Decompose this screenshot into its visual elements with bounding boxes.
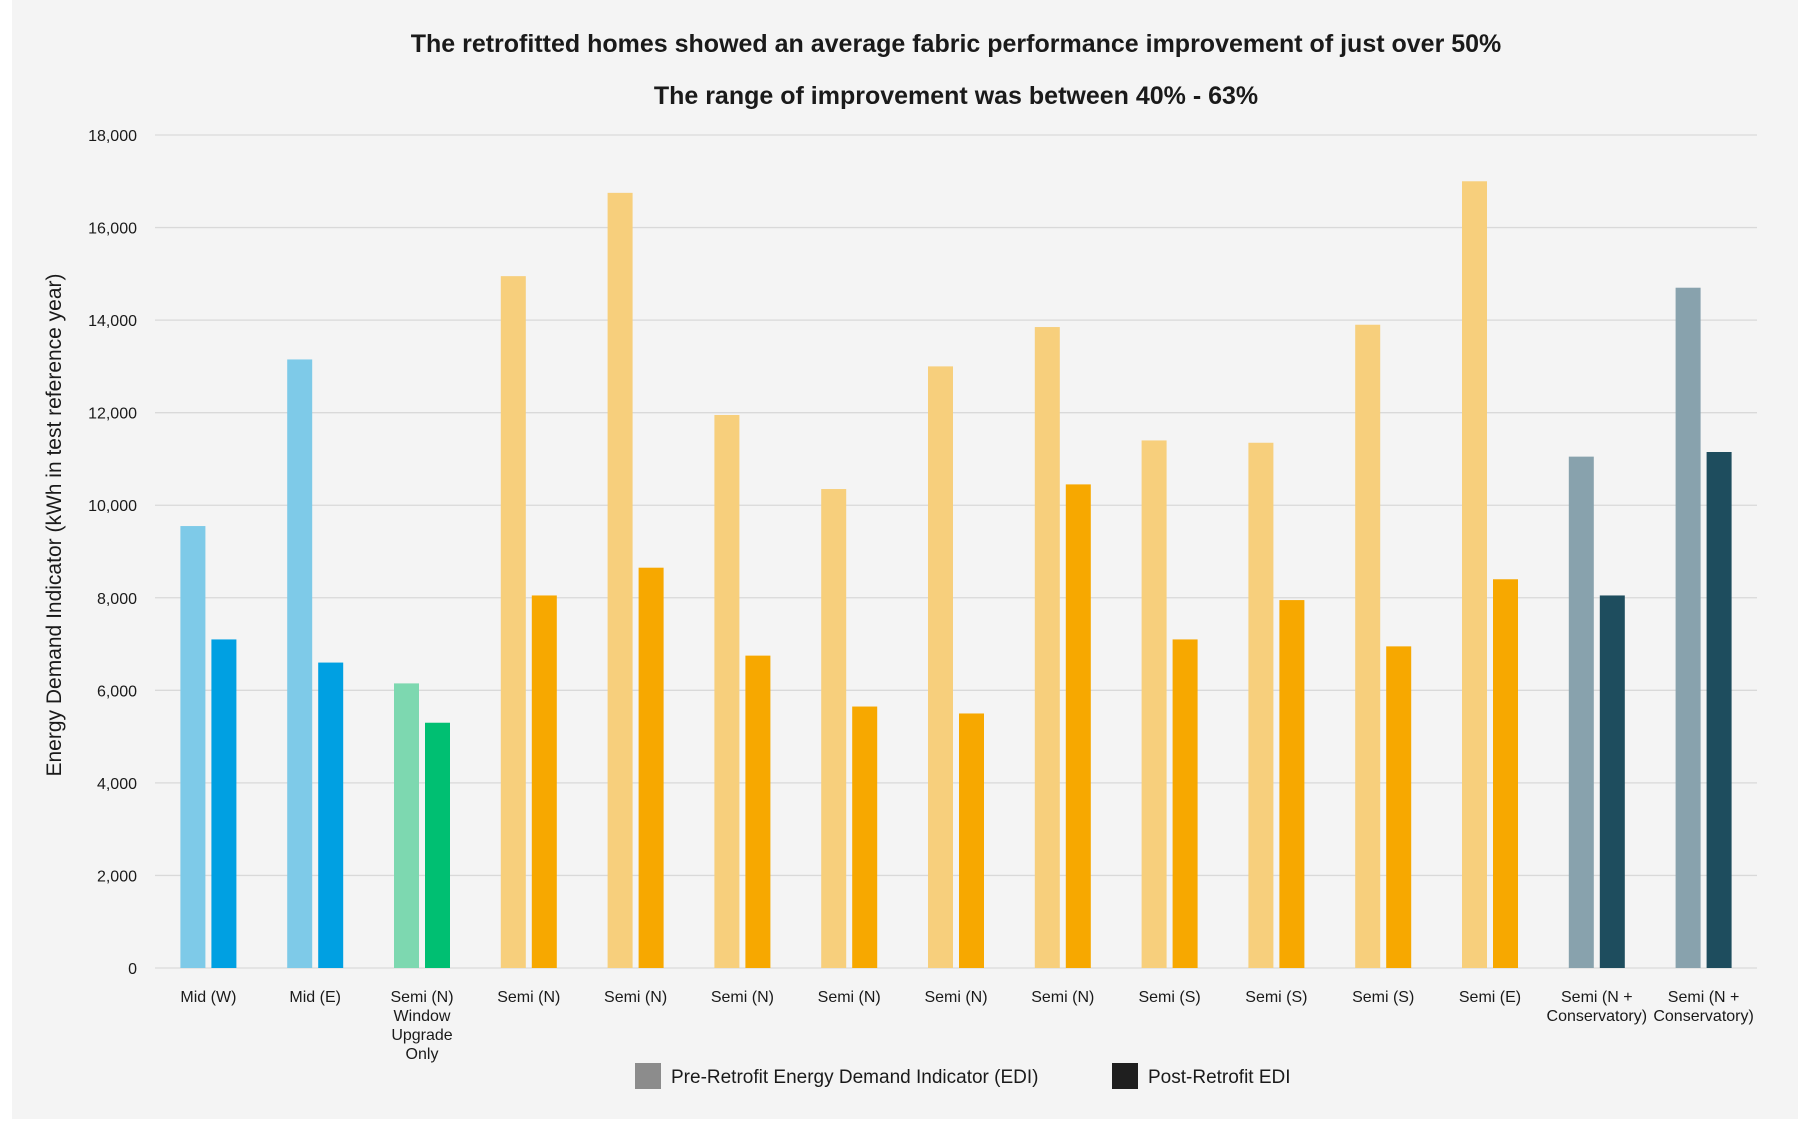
bar-pre-retrofit (1248, 442, 1274, 969)
y-tick-label: 6,000 (97, 683, 137, 700)
x-category-label: Semi (N) (818, 989, 881, 1006)
bar-pre-retrofit (394, 683, 419, 968)
category-labels: Mid (W) Mid (E) Semi (N) Window Upgrade Only S… (180, 989, 1753, 1063)
bar-post-retrofit (1599, 595, 1625, 968)
legend-label-pre-retrofit: Pre-Retrofit Energy Demand Indicator (ED… (671, 1067, 1038, 1088)
chart-background (12, 0, 1798, 1119)
x-category-label: Semi (E) (1459, 989, 1521, 1006)
bar-pre-retrofit (821, 489, 847, 968)
y-tick-label: 0 (128, 961, 137, 978)
legend-label-post-retrofit: Post-Retrofit EDI (1148, 1067, 1291, 1088)
bar-post-retrofit (1493, 579, 1518, 968)
y-tick-label: 10,000 (88, 498, 137, 515)
chart-subtitle: The range of improvement was between 40%… (654, 82, 1258, 110)
x-category-label: Mid (E) (289, 989, 341, 1006)
x-category-label: Semi (N + Conservatory) (1653, 989, 1753, 1025)
bar-pre-retrofit (180, 526, 206, 968)
bar-post-retrofit (531, 595, 557, 968)
bar-pre-retrofit (1141, 440, 1167, 968)
legend: Pre-Retrofit Energy Demand Indicator (ED… (635, 1063, 1291, 1089)
bar-pre-retrofit (1675, 287, 1701, 968)
y-axis-ticks: 0 2,000 4,000 6,000 8,000 10,000 12,000 14,000 1… (88, 128, 137, 978)
x-category-label: Semi (S) (1352, 989, 1414, 1006)
x-category-label: Semi (N) (1031, 989, 1094, 1006)
bar-post-retrofit (425, 722, 450, 968)
legend-swatch-pre-retrofit (635, 1063, 661, 1089)
grid-lines (155, 134, 1757, 969)
x-category-label: Semi (N) (924, 989, 987, 1006)
bar-post-retrofit (318, 662, 344, 968)
bar-pre-retrofit (607, 192, 633, 968)
bar-pre-retrofit (928, 366, 953, 968)
bar-post-retrofit (1065, 484, 1091, 968)
bar-post-retrofit (1386, 646, 1412, 968)
bar-post-retrofit (852, 706, 878, 968)
chart-title: The retrofitted homes showed an average … (411, 30, 1502, 58)
x-category-label: Semi (S) (1138, 989, 1200, 1006)
bar-pre-retrofit (1568, 456, 1594, 968)
y-tick-label: 8,000 (97, 591, 137, 608)
y-tick-label: 12,000 (88, 406, 137, 423)
bar-post-retrofit (211, 639, 237, 968)
x-category-label: Semi (N) (711, 989, 774, 1006)
bar-post-retrofit (745, 655, 771, 968)
bar-pre-retrofit (1355, 324, 1381, 968)
y-tick-label: 16,000 (88, 221, 137, 238)
bar-post-retrofit (1706, 452, 1732, 968)
y-axis-label: Energy Demand Indicator (kWh in test ref… (43, 273, 66, 776)
bar-pre-retrofit (1034, 327, 1060, 969)
x-category-label: Semi (N) (604, 989, 667, 1006)
bar-pre-retrofit (1462, 181, 1487, 968)
x-category-label: Semi (N) (497, 989, 560, 1006)
bar-pre-retrofit (714, 414, 740, 968)
x-category-label: Mid (W) (180, 989, 236, 1006)
bar-post-retrofit (1172, 639, 1198, 968)
bar-pre-retrofit (287, 359, 313, 968)
bar-post-retrofit (959, 713, 984, 968)
bar-post-retrofit (638, 567, 664, 968)
y-tick-label: 4,000 (97, 776, 137, 793)
x-category-label: Semi (N + Conservatory) (1547, 989, 1647, 1025)
bars (180, 181, 1732, 969)
y-tick-label: 18,000 (88, 128, 137, 145)
y-tick-label: 14,000 (88, 313, 137, 330)
bar-pre-retrofit (500, 276, 526, 968)
legend-swatch-post-retrofit (1112, 1063, 1138, 1089)
x-category-label: Semi (S) (1245, 989, 1307, 1006)
x-category-label: Semi (N) Window Upgrade Only (390, 989, 453, 1063)
y-tick-label: 2,000 (97, 868, 137, 885)
bar-post-retrofit (1279, 600, 1305, 968)
